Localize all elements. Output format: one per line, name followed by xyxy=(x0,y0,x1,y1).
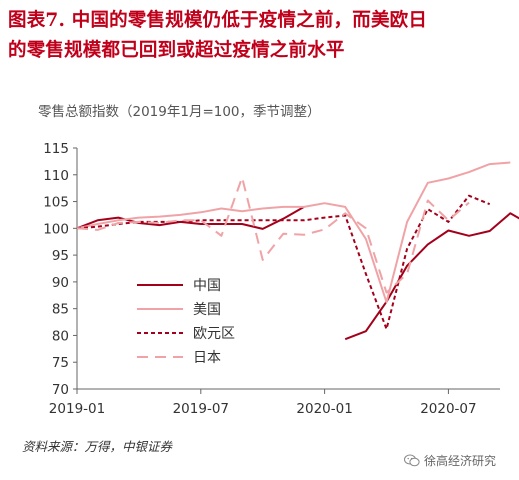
y-tick-label: 110 xyxy=(43,168,69,184)
x-tick-label: 2019-07 xyxy=(173,401,229,417)
wechat-icon xyxy=(404,454,420,467)
legend-label-3: 日本 xyxy=(193,350,221,366)
y-tick-label: 80 xyxy=(52,328,69,344)
x-tick-label: 2020-01 xyxy=(296,401,352,417)
brand-name: 徐高经济研究 xyxy=(424,454,497,468)
y-tick-label: 85 xyxy=(52,302,69,318)
chart-title: 图表7. 中国的零售规模仍低于疫情之前，而美欧日 的零售规模都已回到或超过疫情之… xyxy=(8,6,513,66)
y-tick-label: 95 xyxy=(52,248,69,264)
legend-label-0: 中国 xyxy=(193,278,221,294)
legend-label-2: 欧元区 xyxy=(193,326,235,342)
x-tick-label: 2019-01 xyxy=(49,401,105,417)
series-line-2 xyxy=(76,194,491,330)
brand-watermark: 徐高经济研究 xyxy=(404,452,496,469)
x-tick-label: 2020-07 xyxy=(420,401,476,417)
y-tick-label: 75 xyxy=(52,355,69,371)
series-line-1 xyxy=(76,161,511,304)
chart-title-line-2: 的零售规模都已回到或超过疫情之前水平 xyxy=(8,40,345,61)
source-note: 资料来源：万得，中银证券 xyxy=(22,439,173,454)
y-tick-label: 90 xyxy=(52,275,69,291)
series-line-0 xyxy=(76,206,519,341)
y-tick-label: 70 xyxy=(52,382,69,398)
chart-axes: 70 75 80 85 90 95 100 105 110 115 2019-01 2019-07 20… xyxy=(43,141,500,417)
y-axis-title: 零售总额指数（2019年1月=100，季节调整） xyxy=(38,104,321,120)
chart-series xyxy=(76,161,519,341)
y-tick-label: 115 xyxy=(43,141,69,157)
legend-label-1: 美国 xyxy=(193,302,221,318)
chart-title-line-1: 图表7. 中国的零售规模仍低于疫情之前，而美欧日 xyxy=(8,10,428,31)
y-tick-label: 105 xyxy=(43,195,69,211)
series-line-3 xyxy=(76,176,470,294)
y-tick-label: 100 xyxy=(43,221,69,237)
